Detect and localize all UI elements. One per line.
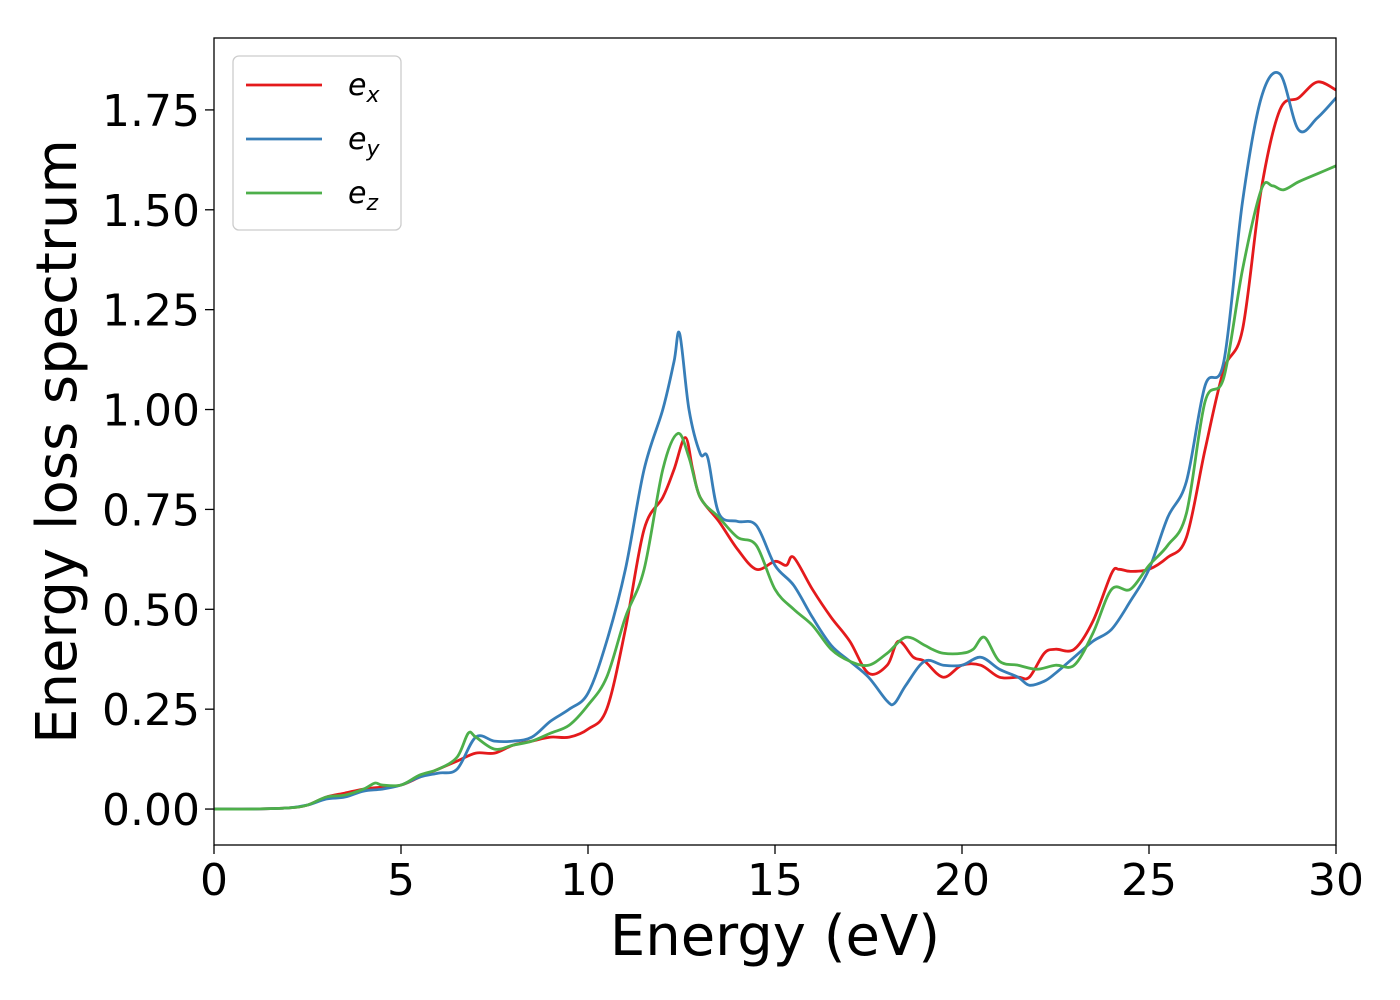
x-tick-label: 5 (387, 855, 415, 906)
x-tick-label: 20 (934, 855, 990, 906)
legend-label-x: ex (348, 68, 380, 108)
y-tick-label: 1.50 (102, 186, 200, 237)
x-tick-label: 30 (1308, 855, 1364, 906)
x-axis-title: Energy (eV) (610, 904, 940, 969)
y-tick-label: 1.25 (102, 286, 200, 337)
series-line-e-y (214, 71, 1336, 811)
series-line-e-z (214, 164, 1336, 811)
y-tick-label: 1.00 (102, 386, 200, 437)
y-tick-label: 0.25 (102, 685, 200, 736)
x-axis: 0 5 10 15 20 25 30 (200, 845, 1364, 906)
legend: ex ey ez (232, 55, 402, 231)
y-tick-label: 0.75 (102, 485, 200, 536)
y-tick-label: 0.50 (102, 585, 200, 636)
y-axis: 0.00 0.25 0.50 0.75 1.00 1.25 1.50 1.75 (102, 86, 214, 836)
series-layer (214, 71, 1336, 811)
x-tick-label: 10 (560, 855, 616, 906)
legend-box (232, 55, 402, 231)
legend-label-z: ez (348, 176, 378, 216)
x-tick-label: 0 (200, 855, 228, 906)
y-axis-title: Energy loss spectrum (25, 139, 90, 744)
legend-label-y: ey (348, 122, 380, 162)
y-tick-label: 0.00 (102, 785, 200, 836)
x-tick-label: 15 (747, 855, 803, 906)
x-tick-label: 25 (1121, 855, 1177, 906)
y-tick-label: 1.75 (102, 86, 200, 137)
